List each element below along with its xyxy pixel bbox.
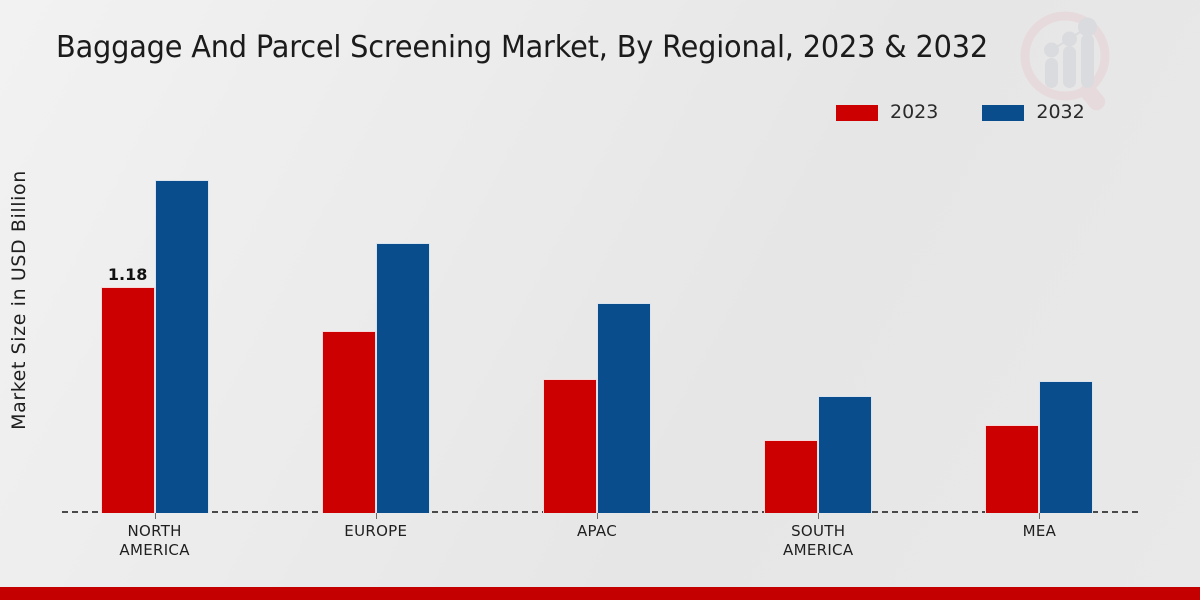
x-axis-tick [597,513,598,519]
bar-2023-south-america[interactable] [764,440,819,513]
plot-area: 1.18 NORTH AMERICA EUROPE APAC SOUTH AMERICA ME… [44,140,1150,559]
y-axis-title-text: Market Size in USD Billion [8,170,30,430]
legend-label-2032: 2032 [1036,101,1085,123]
bar-2023-europe[interactable] [321,331,376,513]
bar-value-label: 1.18 [107,265,148,285]
bar-2032-south-america[interactable] [818,396,873,513]
x-axis-label: EUROPE [265,522,486,541]
bar-pair: 1.18 [100,140,209,513]
footer-stripe [0,587,1200,600]
bar-pair [543,140,651,513]
bar-2023-north-america[interactable]: 1.18 [100,265,155,513]
bar-group: EUROPE [265,140,486,540]
x-axis-tick [818,513,820,519]
bar-2032-apac[interactable] [597,302,651,513]
legend-label-2023: 2023 [890,101,939,123]
bar-pair [985,140,1094,513]
x-axis-label-line: MEA [1022,522,1057,540]
bar-2032-north-america[interactable] [154,180,209,513]
x-axis-label: APAC [486,522,707,541]
legend-swatch-2023 [836,104,878,121]
legend-swatch-2032 [982,104,1025,121]
legend-item-2023[interactable]: 2023 [836,103,938,122]
x-axis-tick [1039,513,1041,519]
y-axis-title: Market Size in USD Billion [2,0,36,600]
x-axis-tick [154,513,156,519]
bar-2023-mea[interactable] [985,425,1040,513]
x-axis-label-line: AMERICA [783,541,854,559]
legend-item-2032[interactable]: 2032 [982,101,1085,123]
x-axis-label: NORTH AMERICA [44,522,265,560]
bar-2032-mea[interactable] [1039,381,1094,513]
bar-groups: 1.18 NORTH AMERICA EUROPE APAC SOUTH AMERICA ME… [44,140,1150,559]
x-axis-label-line: SOUTH [791,522,846,540]
x-axis-label: MEA [929,522,1150,541]
bar-group: SOUTH AMERICA [708,140,929,559]
bar-group: MEA [929,140,1150,540]
chart-legend: 2023 2032 [836,103,1085,122]
x-axis-tick [375,513,377,519]
bar-pair [764,140,873,513]
bar-2032-europe[interactable] [375,243,430,513]
x-axis-label-line: NORTH [127,522,182,540]
x-axis-label-line: EUROPE [344,522,408,540]
x-axis-label-line: APAC [576,522,618,540]
bar-2023-apac[interactable] [543,379,597,513]
chart-title: Baggage And Parcel Screening Market, By … [56,30,988,65]
x-axis-label: SOUTH AMERICA [708,522,929,560]
bar-group: 1.18 NORTH AMERICA [44,140,265,559]
bar-group: APAC [486,140,707,540]
bar-pair [321,140,430,513]
x-axis-label-line: AMERICA [119,541,190,559]
